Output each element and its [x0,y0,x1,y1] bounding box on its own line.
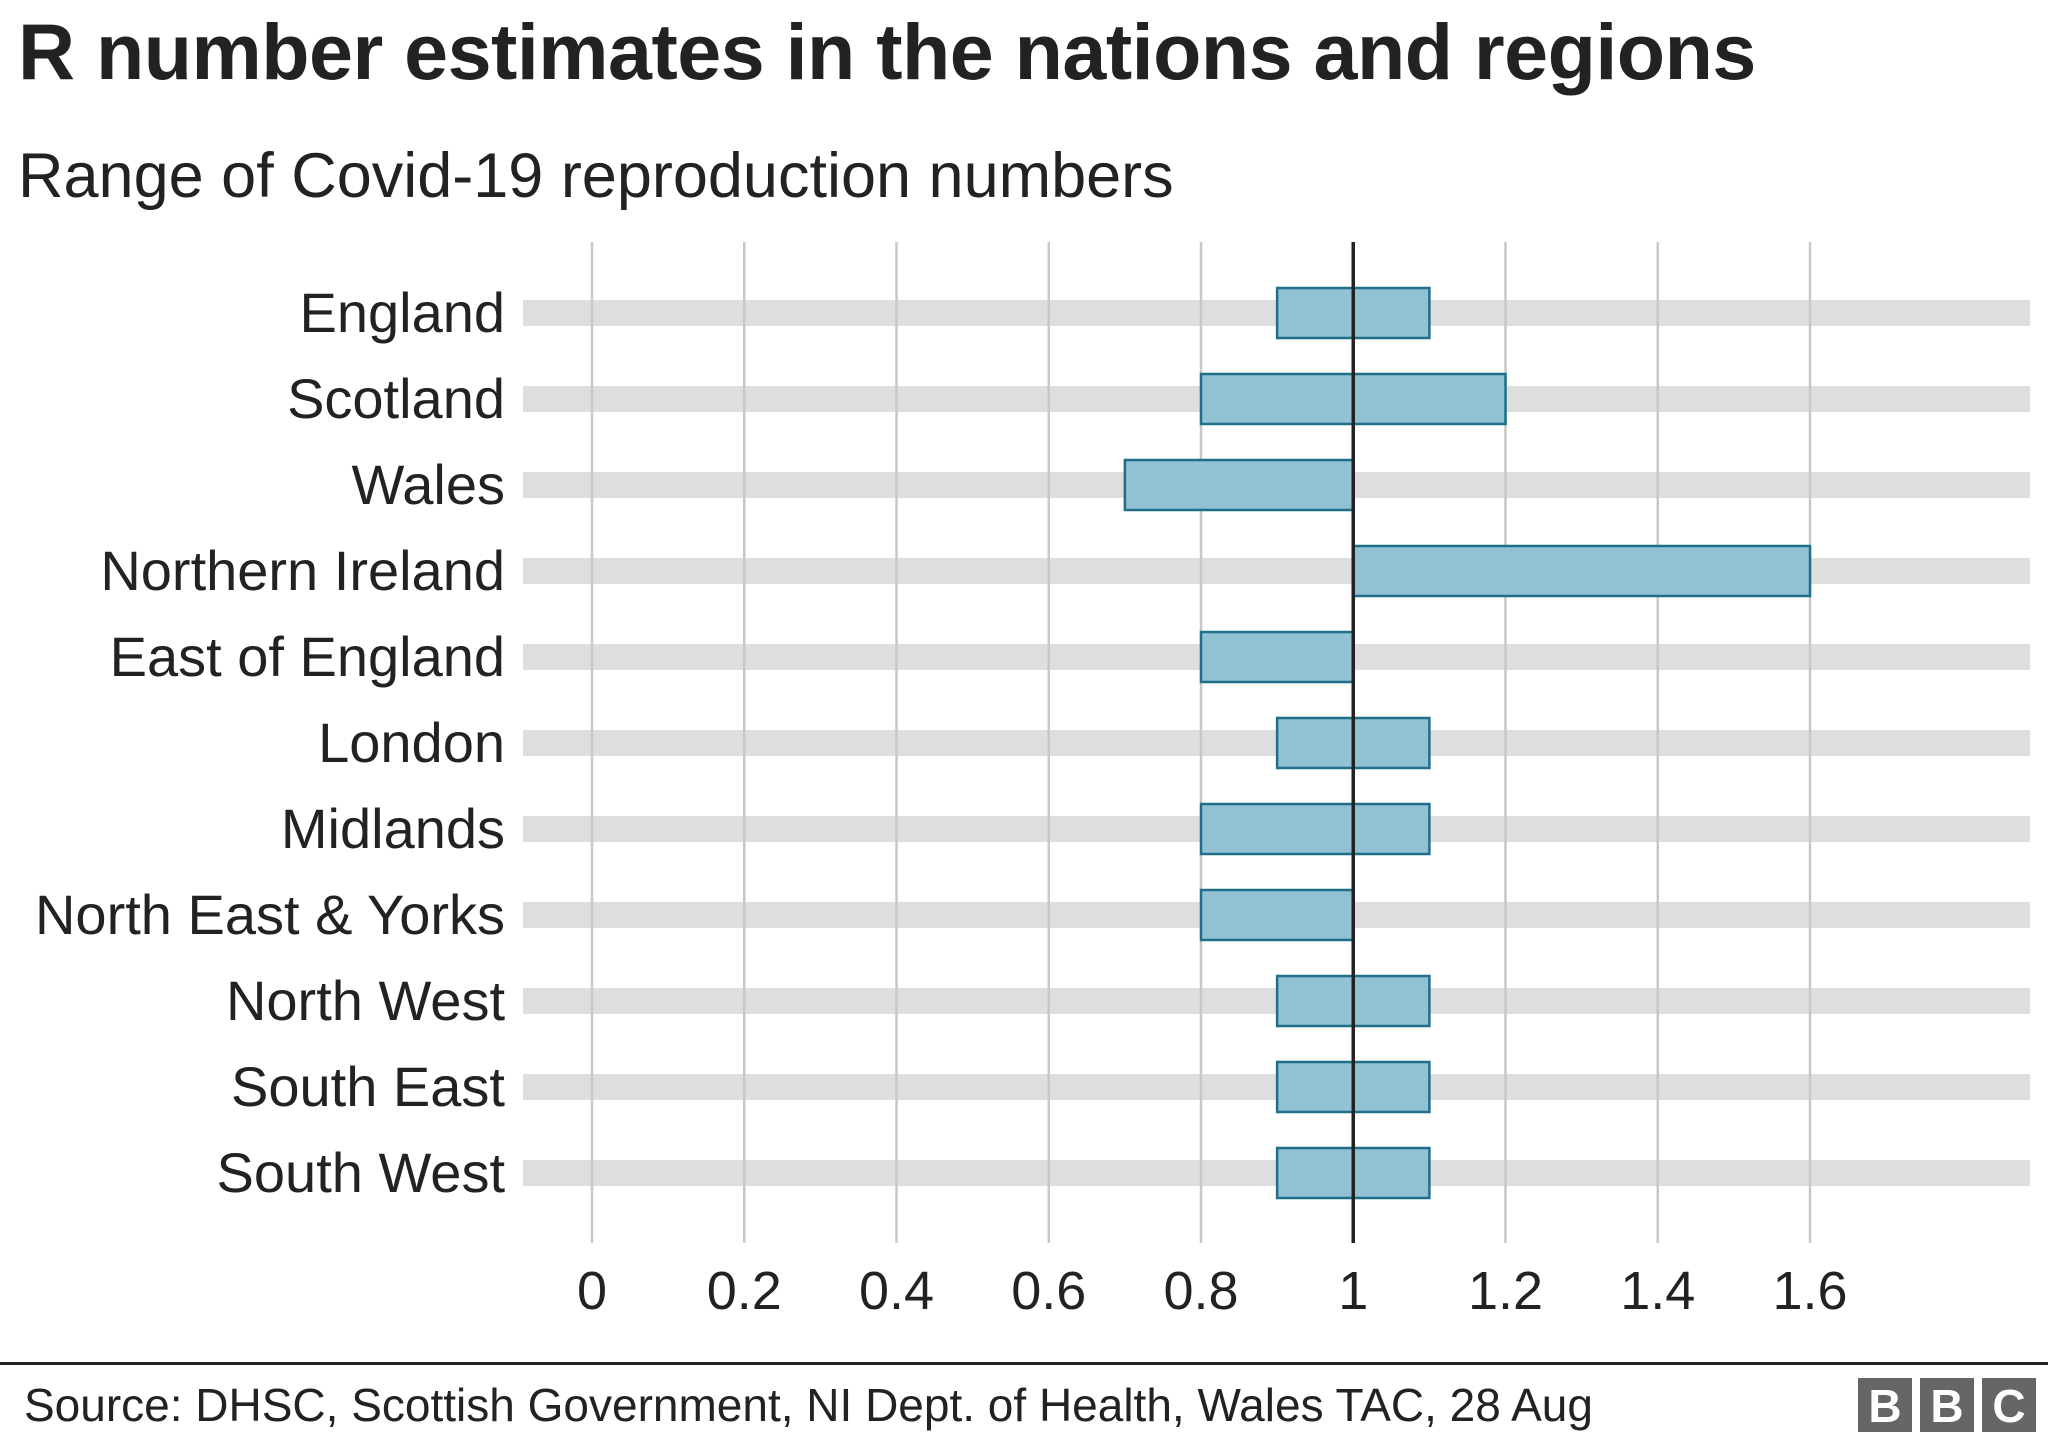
category-label: East of England [110,625,505,688]
category-label: North East & Yorks [35,883,505,946]
category-label: South East [231,1055,505,1118]
source-note: Source: DHSC, Scottish Government, NI De… [24,1379,1593,1431]
bbc-logo: B B C [1858,1378,2036,1432]
x-tick-label: 0.6 [1011,1261,1086,1321]
x-tick-label: 1.2 [1468,1261,1543,1321]
logo-letter: B [1920,1378,1974,1432]
x-tick-label: 1.4 [1620,1261,1695,1321]
range-bar [1123,458,1355,512]
logo-letter: C [1982,1378,2036,1432]
range-bar [1199,888,1355,942]
category-label: England [299,281,505,344]
x-tick-label: 0.8 [1163,1261,1238,1321]
category-label: Northern Ireland [100,539,505,602]
x-tick-label: 1.6 [1772,1261,1847,1321]
x-tick-label: 0 [577,1261,607,1321]
category-label: Midlands [281,797,505,860]
range-bar-chart: England Scotland Wales Northern Ireland East… [35,242,2030,1321]
logo-letter: B [1858,1378,1912,1432]
range-bar [1199,630,1355,684]
range-bar [1199,802,1431,856]
footer-divider [0,1362,2048,1365]
x-tick-label: 0.2 [707,1261,782,1321]
category-label: South West [217,1141,506,1204]
chart-subtitle: Range of Covid-19 reproduction numbers [18,141,1174,211]
x-tick-label: 0.4 [859,1261,934,1321]
range-bar [1352,544,1812,598]
category-label: Scotland [287,367,505,430]
category-label: North West [226,969,505,1032]
chart-title: R number estimates in the nations and re… [18,7,1756,96]
x-tick-label: 1 [1338,1261,1368,1321]
category-label: London [318,711,505,774]
category-label: Wales [351,453,505,516]
